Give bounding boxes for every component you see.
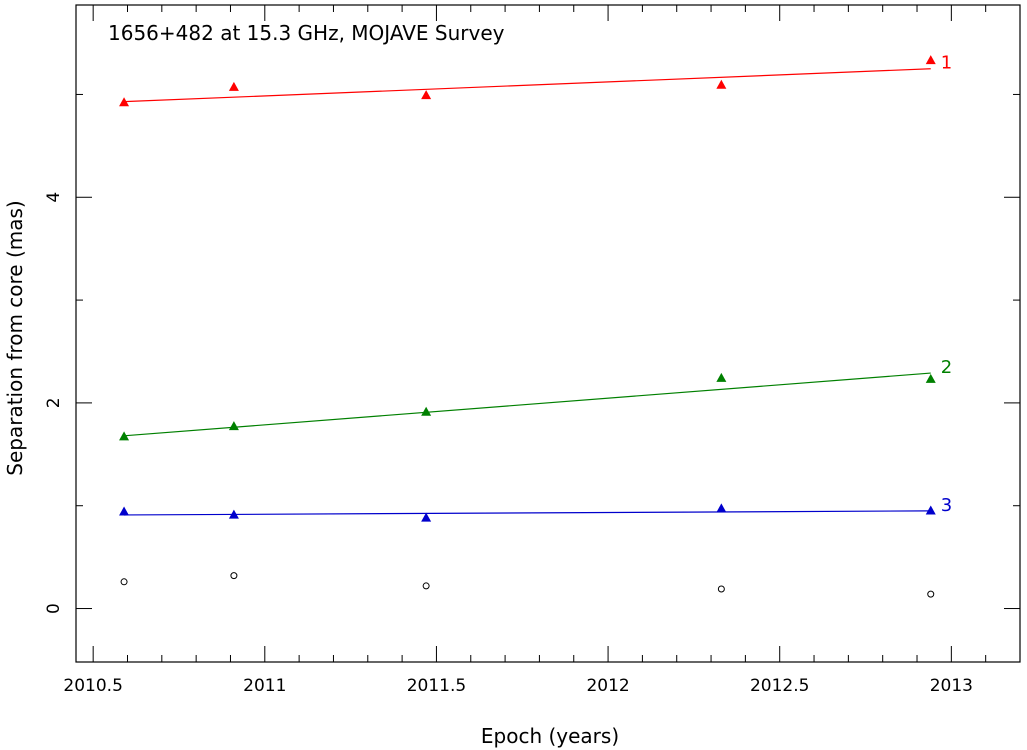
series-3-point xyxy=(421,512,432,522)
x-tick-label: 2011.5 xyxy=(407,676,466,696)
y-tick-label: 4 xyxy=(44,192,64,203)
series-core-point xyxy=(717,585,725,593)
series-3-point xyxy=(716,503,727,513)
axis-tick-labels: 2010.5 2011 2011.5 2012 2012.5 2013 0 2 4 xyxy=(44,192,973,696)
x-tick-label: 2012 xyxy=(586,676,629,696)
series-3-point xyxy=(228,509,239,519)
series-2-point xyxy=(421,406,432,416)
y-tick-label: 2 xyxy=(44,397,64,408)
x-tick-label: 2012.5 xyxy=(750,676,809,696)
series-2-point xyxy=(119,431,130,441)
series-3-fit-line xyxy=(124,510,931,516)
series-labels: 1 2 3 xyxy=(941,53,952,516)
series-1-point xyxy=(421,90,432,100)
y-axis-title: Separation from core (mas) xyxy=(3,200,27,475)
series-core-point xyxy=(230,572,238,580)
series-3-point xyxy=(925,505,936,515)
series-core-point xyxy=(927,590,935,598)
series-core-point xyxy=(120,578,128,586)
x-tick-label: 2013 xyxy=(930,676,973,696)
series-3-point xyxy=(119,506,130,516)
series-1-point xyxy=(716,79,727,89)
chart-title: 1656+482 at 15.3 GHz, MOJAVE Survey xyxy=(108,21,505,45)
series-2-point xyxy=(925,373,936,383)
series-1-point xyxy=(228,81,239,91)
series-1-fit-line xyxy=(124,68,931,103)
series-1-label: 1 xyxy=(941,53,952,74)
x-axis-title: Epoch (years) xyxy=(481,724,619,748)
series-1-point xyxy=(925,55,936,65)
axis-ticks xyxy=(76,5,1021,662)
y-tick-label: 0 xyxy=(44,603,64,614)
series-1-point xyxy=(119,97,130,107)
series-2-label: 2 xyxy=(941,357,952,378)
x-tick-label: 2010.5 xyxy=(63,676,122,696)
series-2-fit-line xyxy=(124,372,931,437)
series-3-label: 3 xyxy=(941,495,952,516)
series-core-point xyxy=(422,582,430,590)
fit-lines xyxy=(124,68,931,516)
x-tick-label: 2011 xyxy=(243,676,286,696)
data-markers xyxy=(119,55,936,598)
series-2-point xyxy=(228,421,239,431)
series-2-point xyxy=(716,372,727,382)
plot-frame xyxy=(75,4,1021,663)
